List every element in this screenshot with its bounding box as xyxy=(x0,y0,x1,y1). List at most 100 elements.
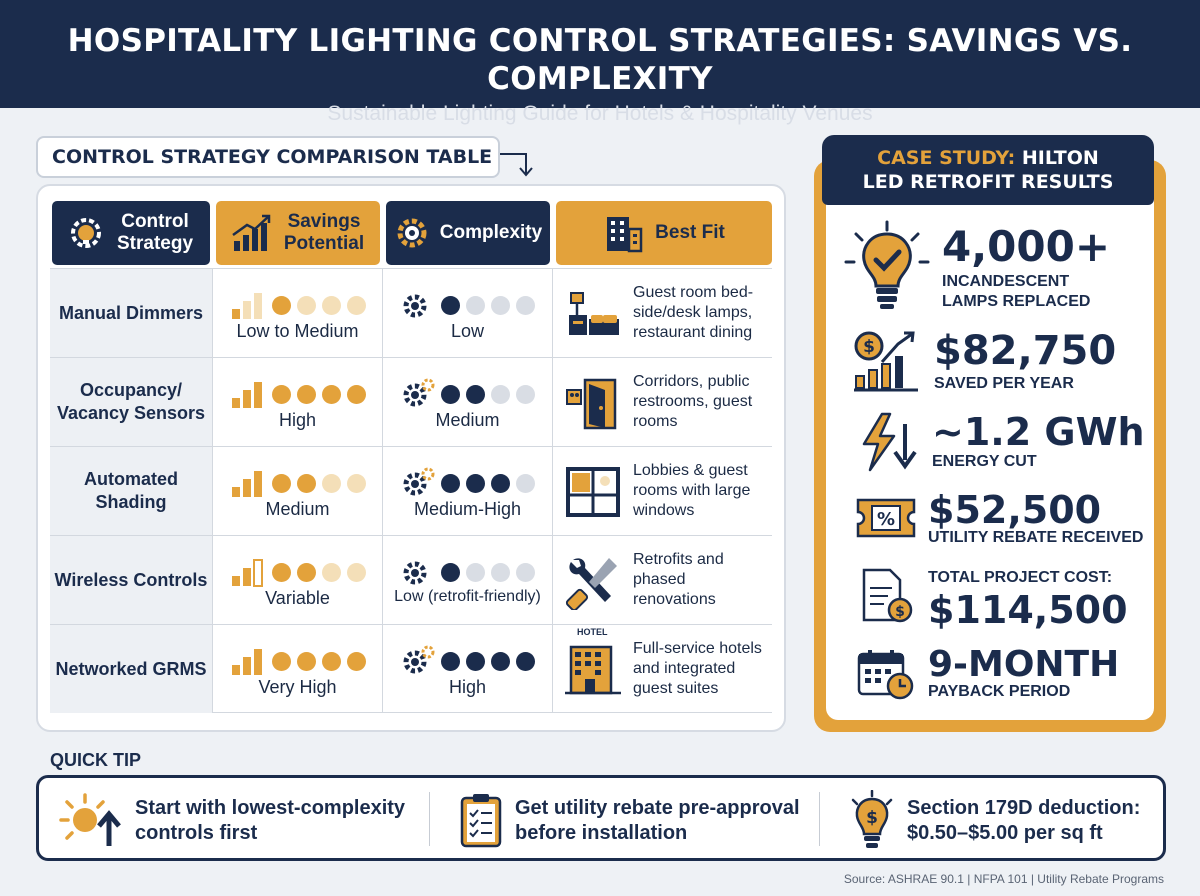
complexity-cell: Low xyxy=(382,269,552,357)
complexity-rating xyxy=(383,378,552,410)
complexity-rating xyxy=(383,467,552,499)
rating-dot xyxy=(346,651,366,671)
rating-dot xyxy=(296,295,316,315)
rating-dot xyxy=(296,384,316,404)
rating-dot xyxy=(440,651,460,671)
savings-label: Variable xyxy=(265,588,330,608)
column-header-best-fit: Best Fit xyxy=(556,201,772,265)
signal-bars-icon xyxy=(231,382,262,408)
page-title: HOSPITALITY LIGHTING CONTROL STRATEGIES:… xyxy=(67,23,1133,97)
invoice-icon: $ xyxy=(862,568,913,623)
comparison-table: Control Strategy Savings Potential Compl… xyxy=(36,184,786,732)
clipboard-icon xyxy=(460,794,502,848)
strategy-name: Occupancy/ Vacancy Sensors xyxy=(50,358,212,446)
rating-dot xyxy=(346,384,366,404)
rating-dot xyxy=(346,295,366,315)
quick-tip-box: Start with lowest-complexity controls fi… xyxy=(36,775,1166,861)
rating-dot xyxy=(490,562,510,582)
rating-dot xyxy=(271,562,291,582)
stat-label: SAVED PER YEAR xyxy=(934,375,1074,392)
savings-rating xyxy=(213,289,382,321)
money-growth-icon: $ xyxy=(854,331,918,392)
column-header-strategy: Control Strategy xyxy=(52,201,210,265)
rating-dot xyxy=(296,473,316,493)
rebate-ticket-icon: % xyxy=(856,498,916,538)
savings-rating xyxy=(213,378,382,410)
stat-value: ~1.2 GWh xyxy=(932,410,1145,454)
svg-text:$: $ xyxy=(863,337,875,357)
complexity-rating xyxy=(383,645,552,677)
lightbulb-check-icon xyxy=(844,220,930,309)
gear-icon xyxy=(403,561,426,585)
savings-label: Very High xyxy=(258,677,337,697)
stat-label: UTILITY REBATE RECEIVED xyxy=(928,529,1144,546)
rating-dot xyxy=(490,384,510,404)
stat-value: 9-MONTH xyxy=(928,644,1120,685)
table-row: Manual Dimmers Low to Medium Low Guest room… xyxy=(50,268,772,357)
strategy-name: Automated Shading xyxy=(50,447,212,535)
savings-cell: High xyxy=(212,358,382,446)
rating-dot xyxy=(321,473,341,493)
column-header-label: Best Fit xyxy=(655,222,725,243)
sun-arrow-icon xyxy=(59,793,121,846)
rating-dot xyxy=(465,295,485,315)
table-row: Networked GRMS Very High High HOTEL Full-ser… xyxy=(50,624,772,713)
page-subtitle: Sustainable Lighting Guide for Hotels & … xyxy=(327,102,873,125)
column-header-label: Control Strategy xyxy=(116,211,194,254)
complexity-cell: Low (retrofit-friendly) xyxy=(382,536,552,624)
case-study-title-accent: CASE STUDY: xyxy=(877,147,1016,169)
case-study-title-rest: HILTON xyxy=(1021,147,1099,169)
rating-dot xyxy=(296,562,316,582)
rating-dot xyxy=(490,473,510,493)
rating-dot xyxy=(321,562,341,582)
rating-dot xyxy=(271,473,291,493)
rating-dot xyxy=(515,562,535,582)
door-icon xyxy=(565,376,621,437)
rating-dot xyxy=(440,473,460,493)
best-fit-cell: Retrofits and phased renovations xyxy=(552,536,772,624)
svg-text:$: $ xyxy=(866,808,878,828)
table-row: Automated Shading Medium Medium-High Lobbie… xyxy=(50,446,772,535)
best-fit-cell: Lobbies & guest rooms with large windows xyxy=(552,447,772,535)
bar-growth-icon xyxy=(232,214,271,251)
table-row: Wireless Controls Variable Low (retrofit-f… xyxy=(50,535,772,624)
strategy-name: Manual Dimmers xyxy=(50,269,212,357)
case-study-title: CASE STUDY: HILTON LED RETROFIT RESULTS xyxy=(822,135,1154,205)
complexity-label: Low (retrofit-friendly) xyxy=(394,588,541,605)
column-header-savings: Savings Potential xyxy=(216,201,380,265)
gear-icon xyxy=(403,378,434,407)
complexity-rating xyxy=(383,556,552,588)
energy-down-icon xyxy=(862,412,917,472)
complexity-cell: Medium xyxy=(382,358,552,446)
quick-tip-label: QUICK TIP xyxy=(50,750,142,770)
building-icon xyxy=(607,217,643,253)
rating-dot xyxy=(490,295,510,315)
signal-bars-icon xyxy=(231,649,262,675)
best-fit-cell: Corridors, public restrooms, guest rooms xyxy=(552,358,772,446)
rating-dot xyxy=(465,473,485,493)
best-fit-text: Corridors, public restrooms, guest rooms xyxy=(633,373,753,430)
header: HOSPITALITY LIGHTING CONTROL STRATEGIES:… xyxy=(0,0,1200,125)
best-fit-text: Retrofits and phased renovations xyxy=(633,551,724,608)
tip-text: Section 179D deduction: $0.50–$5.00 per … xyxy=(907,797,1141,844)
best-fit-text: Lobbies & guest rooms with large windows xyxy=(633,462,751,519)
best-fit-cell: Guest room bed-side/desk lamps, restaura… xyxy=(552,269,772,357)
stat-label: ENERGY CUT xyxy=(932,453,1037,470)
svg-text:$: $ xyxy=(895,604,905,620)
stat-label: PAYBACK PERIOD xyxy=(928,683,1071,700)
rating-dot xyxy=(440,384,460,404)
rating-dot xyxy=(271,295,291,315)
complexity-label: Medium-High xyxy=(413,499,522,519)
complexity-cell: Medium-High xyxy=(382,447,552,535)
complexity-rating xyxy=(383,289,552,321)
rating-dot xyxy=(271,384,291,404)
complexity-label: Medium xyxy=(435,410,500,430)
stat-value: $114,500 xyxy=(928,588,1128,632)
gear-icon xyxy=(397,218,427,248)
savings-rating xyxy=(213,556,382,588)
table-title: CONTROL STRATEGY COMPARISON TABLE xyxy=(36,136,500,178)
hotel-building-icon: HOTEL xyxy=(565,627,621,702)
source-note: Source: ASHRAE 90.1 | NFPA 101 | Utility… xyxy=(843,872,1164,886)
tip-text: Start with lowest-complexity controls fi… xyxy=(135,797,406,844)
gear-bulb-icon xyxy=(71,218,101,248)
